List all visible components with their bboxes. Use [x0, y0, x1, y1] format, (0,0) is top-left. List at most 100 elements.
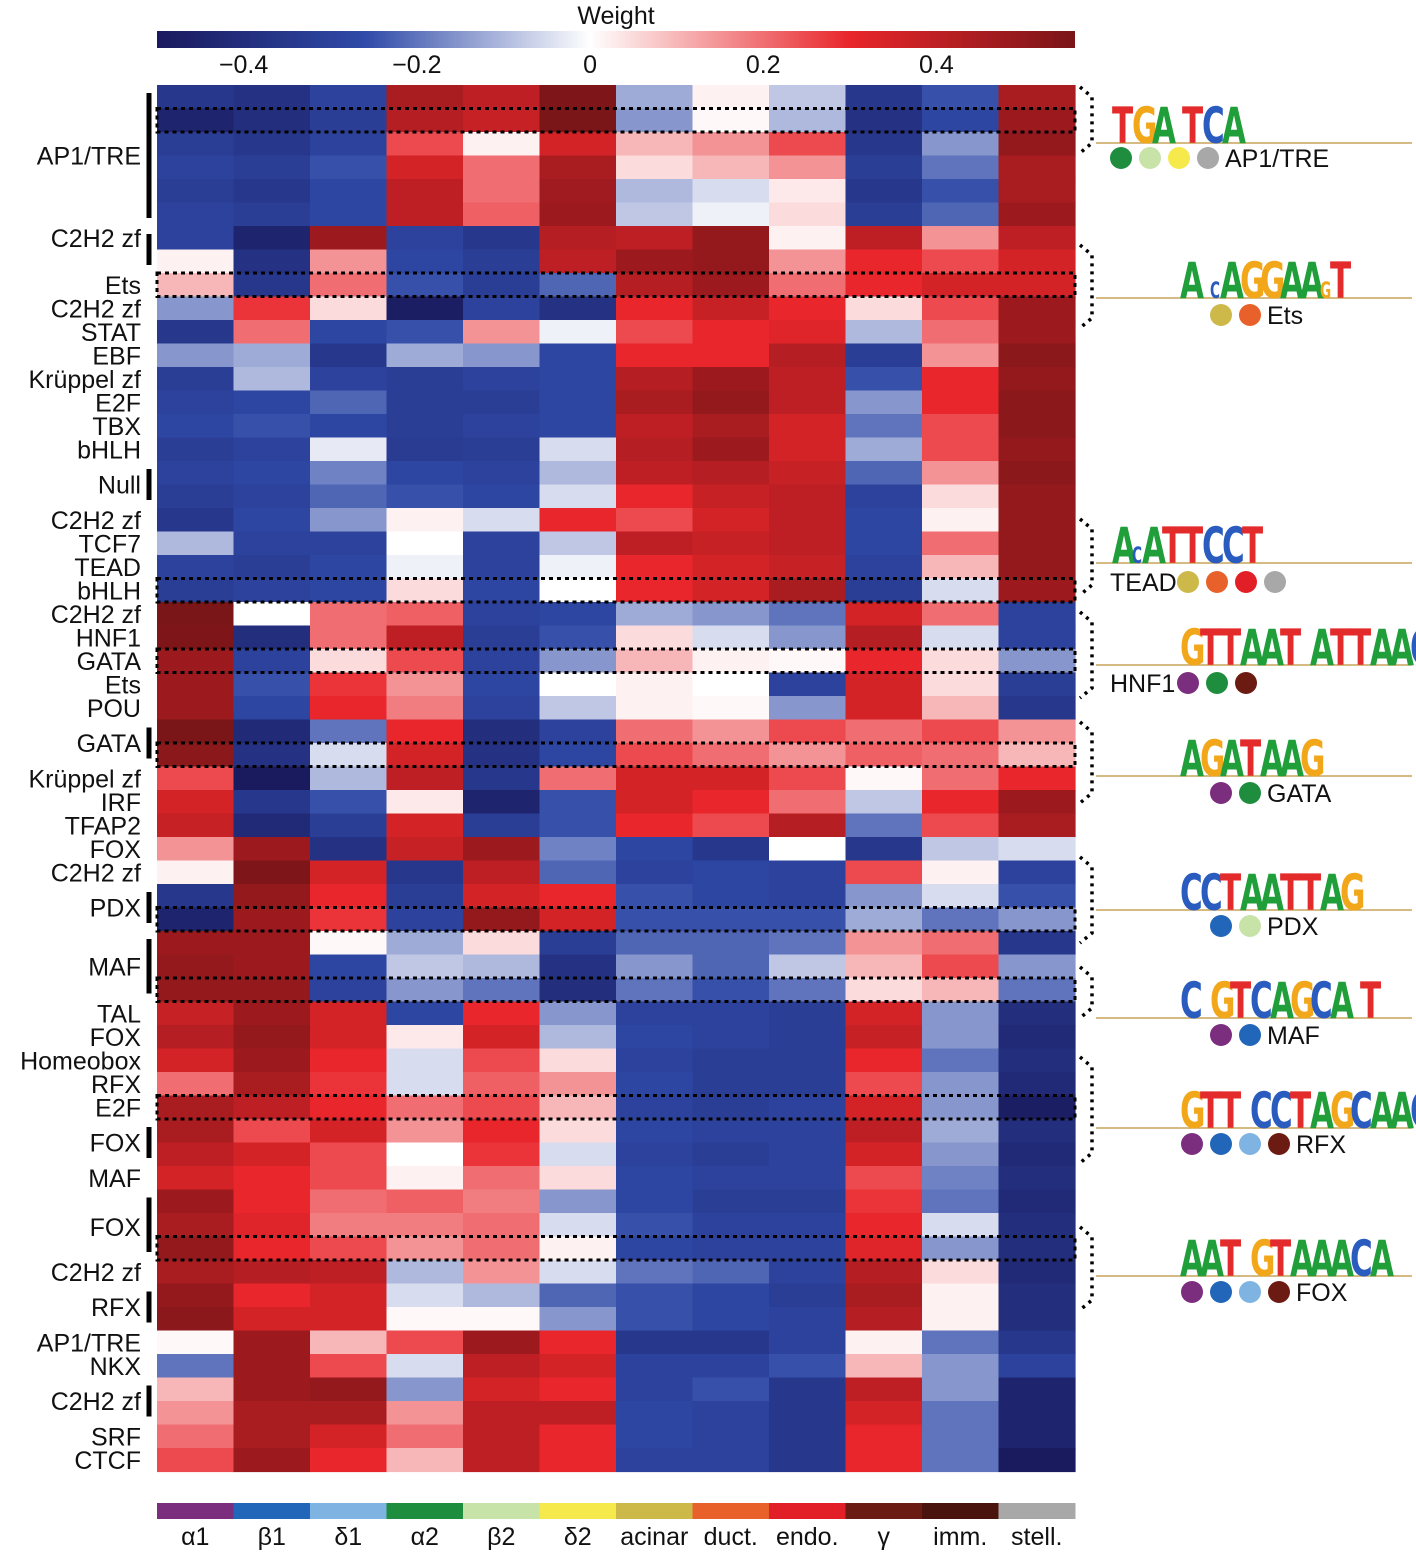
- motif-connector: [1078, 517, 1094, 597]
- colorbar-tick-label: 0.2: [746, 51, 781, 79]
- heatmap-cell: [998, 837, 1076, 862]
- heatmap-cell: [845, 1307, 923, 1332]
- heatmap-cell: [233, 954, 311, 979]
- heatmap-cell: [692, 390, 770, 415]
- motif-letter: G: [1240, 251, 1265, 310]
- heatmap-cell: [310, 1001, 388, 1026]
- heatmap-cell: [998, 1424, 1076, 1449]
- heatmap-cell: [692, 108, 770, 133]
- heatmap-cell: [463, 1424, 541, 1449]
- heatmap-cell: [157, 1260, 235, 1285]
- colorbar-label: Weight: [577, 2, 654, 30]
- heatmap-cell: [769, 1307, 847, 1332]
- heatmap-cell: [310, 1448, 388, 1473]
- heatmap-cell: [233, 813, 311, 838]
- heatmap-cell: [922, 907, 1000, 932]
- column-label: β1: [258, 1523, 286, 1551]
- row-label: GATA: [77, 730, 142, 758]
- column-label: endo.: [776, 1523, 839, 1551]
- heatmap-cell: [463, 1283, 541, 1308]
- heatmap-cell: [386, 508, 464, 533]
- row-label: FOX: [90, 1130, 142, 1158]
- heatmap-cell: [157, 108, 235, 133]
- heatmap-cell: [310, 602, 388, 627]
- heatmap-cell: [463, 1213, 541, 1238]
- heatmap-cell: [386, 155, 464, 180]
- motif-family-label: TEAD: [1110, 569, 1177, 597]
- heatmap-cell: [922, 437, 1000, 462]
- heatmap-cell: [845, 1424, 923, 1449]
- heatmap-cell: [922, 1001, 1000, 1026]
- heatmap-cell: [845, 437, 923, 462]
- heatmap-cell: [463, 1072, 541, 1097]
- heatmap-cell: [157, 1142, 235, 1167]
- heatmap-cell: [692, 790, 770, 815]
- heatmap-cell: [157, 931, 235, 956]
- row-label: RFX: [91, 1071, 141, 1099]
- cell-type-dot: [1239, 1024, 1261, 1046]
- heatmap-cell: [463, 1330, 541, 1355]
- heatmap-cell: [463, 1236, 541, 1261]
- heatmap-cell: [310, 508, 388, 533]
- heatmap-cell: [616, 766, 694, 791]
- heatmap-cell: [386, 555, 464, 580]
- motif-letter: A: [1222, 96, 1246, 155]
- heatmap-cell: [233, 437, 311, 462]
- heatmap-cell: [539, 108, 617, 133]
- motif-family-label: HNF1: [1110, 670, 1175, 698]
- heatmap-cell: [616, 1119, 694, 1144]
- heatmap-cell: [233, 1072, 311, 1097]
- heatmap-cell: [692, 1119, 770, 1144]
- heatmap-cell: [998, 320, 1076, 345]
- heatmap-cell: [539, 1213, 617, 1238]
- heatmap-cell: [463, 414, 541, 439]
- heatmap-cell: [310, 555, 388, 580]
- heatmap-cell: [998, 1283, 1076, 1308]
- heatmap-cell: [998, 414, 1076, 439]
- heatmap-cell: [922, 1025, 1000, 1050]
- heatmap-cell: [692, 508, 770, 533]
- heatmap-cell: [692, 672, 770, 697]
- heatmap-cell: [386, 1354, 464, 1379]
- heatmap-cell: [310, 672, 388, 697]
- motif-letter: A: [1370, 618, 1394, 677]
- motif-letter: T: [1200, 1081, 1222, 1140]
- cell-type-dot: [1235, 571, 1257, 593]
- heatmap-cell: [998, 85, 1076, 110]
- heatmap-cell: [692, 696, 770, 721]
- heatmap-cell: [157, 249, 235, 274]
- heatmap-cell: [463, 226, 541, 251]
- heatmap-cell: [310, 108, 388, 133]
- heatmap-cell: [463, 1001, 541, 1026]
- heatmap-cell: [463, 249, 541, 274]
- dashed-highlight-boxes: [155, 107, 1077, 1262]
- heatmap-cell: [233, 884, 311, 909]
- heatmap-cell: [233, 766, 311, 791]
- heatmap-cell: [616, 343, 694, 368]
- motif-letter: T: [1200, 618, 1222, 677]
- heatmap-cell: [463, 531, 541, 556]
- column-label: β2: [487, 1523, 515, 1551]
- heatmap-cell: [922, 484, 1000, 509]
- heatmap-cell: [998, 531, 1076, 556]
- heatmap-cell: [463, 1142, 541, 1167]
- motif-family-label: FOX: [1296, 1279, 1348, 1307]
- heatmap-cell: [998, 743, 1076, 768]
- heatmap-cell: [386, 1236, 464, 1261]
- heatmap-cell: [463, 343, 541, 368]
- heatmap-cell: [233, 1025, 311, 1050]
- heatmap-cell: [845, 602, 923, 627]
- heatmap-cell: [386, 296, 464, 321]
- motif-letter: C: [1200, 863, 1223, 922]
- heatmap-cell: [692, 414, 770, 439]
- column-color-swatch: [922, 1503, 999, 1519]
- heatmap-cell: [539, 1401, 617, 1426]
- motif-letter: G: [1300, 729, 1325, 788]
- heatmap-cell: [692, 296, 770, 321]
- column-label: stell.: [1011, 1523, 1062, 1551]
- heatmap-cell: [616, 390, 694, 415]
- motif-letter: A: [1240, 618, 1264, 677]
- heatmap-cell: [386, 1072, 464, 1097]
- heatmap-cell: [845, 813, 923, 838]
